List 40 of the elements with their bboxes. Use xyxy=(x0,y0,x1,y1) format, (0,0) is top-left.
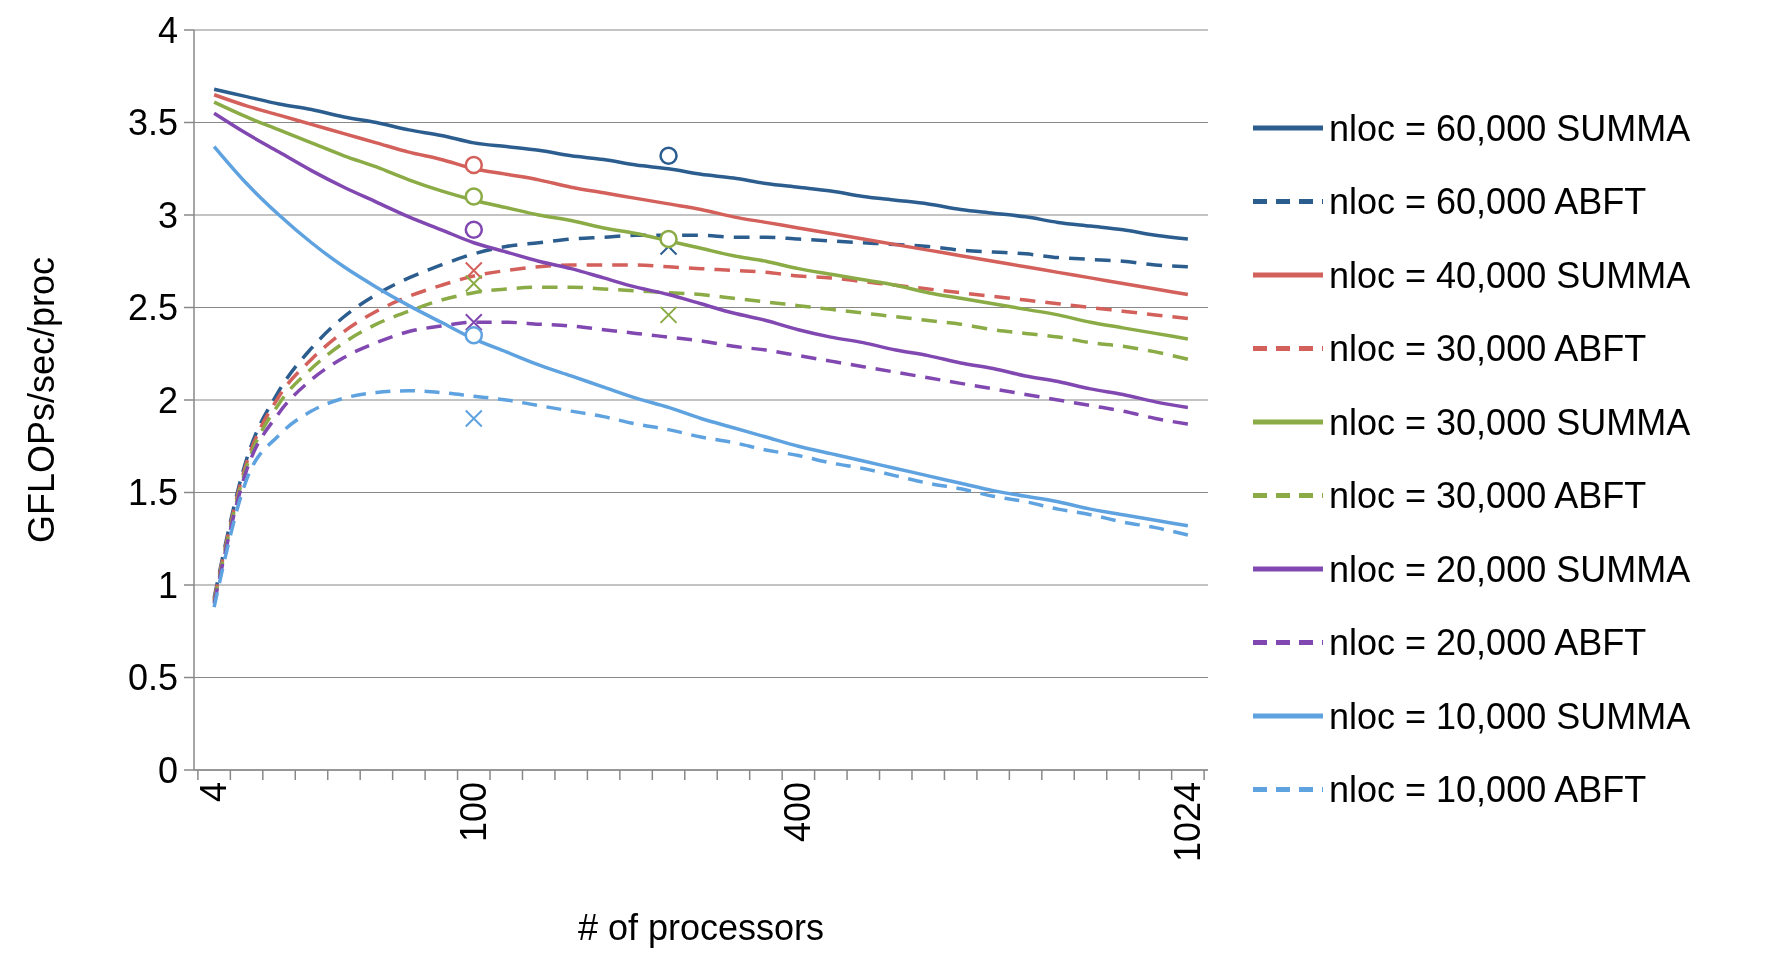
point xyxy=(464,261,483,280)
legend-label: nloc = 10,000 ABFT xyxy=(1329,769,1647,811)
point xyxy=(464,155,484,175)
line-series xyxy=(212,87,1190,241)
point xyxy=(464,220,484,240)
legend-label: nloc = 40,000 SUMMA xyxy=(1329,254,1691,296)
legend-label: nloc = 20,000 ABFT xyxy=(1329,622,1647,664)
y-tick-label: 0 xyxy=(157,749,178,791)
legend-label: nloc = 10,000 SUMMA xyxy=(1329,695,1691,737)
legend-label: nloc = 60,000 SUMMA xyxy=(1329,107,1691,149)
y-axis-title: GFLOPs/sec/proc xyxy=(21,256,62,544)
y-tick-label: 1.5 xyxy=(127,472,178,514)
x-tick-label: 4 xyxy=(193,782,235,803)
x-tick-label: 100 xyxy=(452,782,494,843)
x-tick-label: 400 xyxy=(777,782,819,843)
legend-label: nloc = 30,000 ABFT xyxy=(1329,475,1647,517)
line-series xyxy=(212,111,1190,410)
point xyxy=(659,146,678,166)
point xyxy=(659,305,678,324)
x-tick-label: 1024 xyxy=(1166,782,1208,863)
y-tick-label: 3 xyxy=(157,194,178,236)
point xyxy=(659,229,678,249)
point xyxy=(464,326,484,345)
line-series xyxy=(212,93,1190,297)
y-tick-label: 3.5 xyxy=(127,102,178,144)
legend-label: nloc = 20,000 SUMMA xyxy=(1329,548,1691,590)
point xyxy=(464,313,483,332)
y-tick-label: 2 xyxy=(157,379,178,421)
legend-label: nloc = 30,000 SUMMA xyxy=(1329,401,1691,443)
line-series xyxy=(212,100,1190,341)
y-tick-label: 4 xyxy=(157,9,178,51)
point xyxy=(464,409,483,428)
y-tick-label: 2.5 xyxy=(127,287,178,329)
legend-label: nloc = 60,000 ABFT xyxy=(1329,181,1647,223)
x-axis-title: # of processors xyxy=(577,907,825,948)
legend-label: nloc = 30,000 ABFT xyxy=(1329,328,1647,370)
point xyxy=(464,274,483,293)
point xyxy=(464,187,484,206)
y-tick-label: 1 xyxy=(157,564,178,606)
y-tick-label: 0.5 xyxy=(127,657,178,699)
